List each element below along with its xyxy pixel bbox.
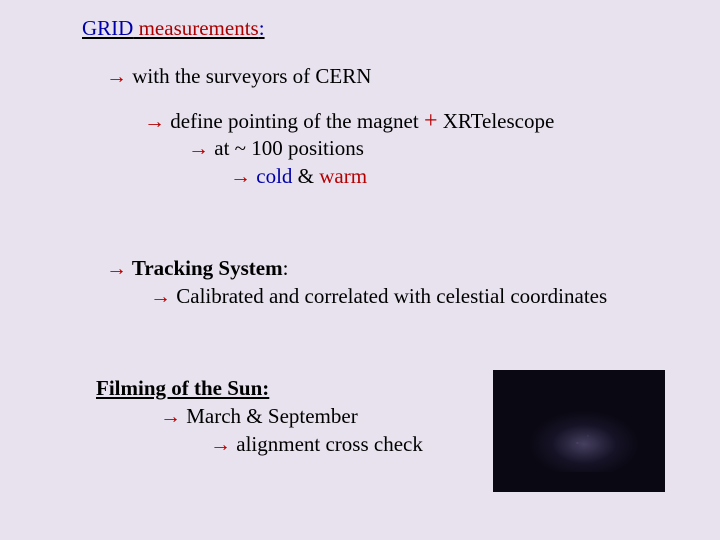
arrow-icon: →	[144, 110, 165, 133]
title-part1: GRID	[82, 16, 133, 40]
bullet-surveyors: → with the surveyors of CERN	[106, 64, 371, 89]
bullet-march-sept: → March & September	[160, 404, 358, 429]
arrow-icon: →	[150, 285, 171, 308]
arrow-icon: →	[160, 405, 181, 428]
arrow-icon: →	[210, 433, 231, 456]
ampersand: &	[298, 164, 314, 188]
tracking-label: Tracking System	[127, 256, 283, 280]
sun-film-image	[493, 370, 665, 492]
title-colon: :	[259, 16, 265, 40]
bullet-cold-warm: → cold & warm	[230, 164, 367, 189]
bullet-calibrated: → Calibrated and correlated with celesti…	[150, 284, 607, 309]
bullet-alignment: → alignment cross check	[210, 432, 423, 457]
text: with the surveyors of CERN	[127, 64, 371, 88]
bullet-tracking-system: → Tracking System:	[106, 256, 288, 281]
text-cold: cold	[251, 164, 298, 188]
arrow-icon: →	[106, 65, 127, 88]
text: alignment cross check	[231, 432, 423, 456]
text-b: XRTelescope	[437, 109, 554, 133]
arrow-icon: →	[106, 257, 127, 280]
plus-symbol: +	[424, 108, 438, 134]
text: at ~ 100 positions	[209, 136, 364, 160]
tracking-colon: :	[283, 256, 289, 280]
title-part2: measurements	[133, 16, 258, 40]
bullet-define-pointing: → define pointing of the magnet + XRTele…	[144, 108, 554, 135]
text: March & September	[181, 404, 358, 428]
text-a: define pointing of the magnet	[165, 109, 424, 133]
text-warm: warm	[314, 164, 367, 188]
arrow-icon: →	[230, 165, 251, 188]
slide-title: GRID measurements:	[82, 16, 265, 41]
filming-title: Filming of the Sun:	[96, 376, 269, 401]
text: Calibrated and correlated with celestial…	[171, 284, 607, 308]
arrow-icon: →	[188, 137, 209, 160]
bullet-positions: → at ~ 100 positions	[188, 136, 364, 161]
